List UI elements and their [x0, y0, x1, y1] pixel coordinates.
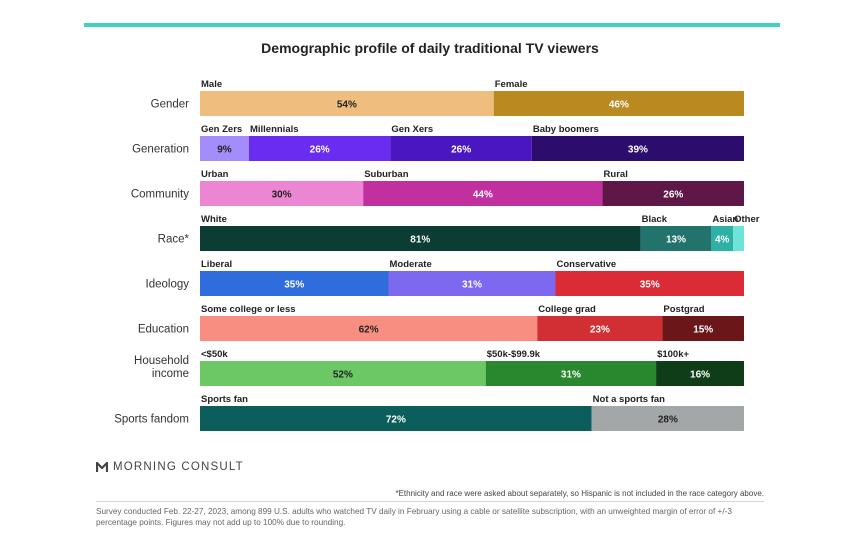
race-footnote: *Ethnicity and race were asked about sep…: [395, 489, 764, 498]
segment-label: Asian: [712, 214, 738, 225]
data-label: 62%: [359, 325, 379, 336]
segment-label: Baby boomers: [533, 124, 599, 135]
data-label: 28%: [658, 415, 678, 426]
source-note: Survey conducted Feb. 22-27, 2023, among…: [96, 507, 732, 527]
category-label: Race*: [158, 234, 190, 246]
segment-label: Gen Zers: [201, 124, 242, 135]
bar-segment-education-some-college-or-less: [200, 316, 538, 341]
data-label: 81%: [410, 235, 430, 246]
bar-segment-race-black: [640, 226, 712, 251]
brand-name: MORNING CONSULT: [113, 461, 244, 473]
data-label: 15%: [693, 325, 713, 336]
bar-segment-household-income-100k: [656, 361, 744, 386]
category-label: Community: [131, 189, 189, 201]
segment-label: Female: [495, 79, 528, 90]
category-label: Education: [138, 324, 189, 336]
bar-segment-community-rural: [602, 181, 744, 206]
data-label: 31%: [462, 280, 482, 291]
segment-label: Black: [642, 214, 668, 225]
data-label: 26%: [310, 145, 330, 156]
data-label: 13%: [666, 235, 686, 246]
divider: [96, 501, 764, 502]
segment-label: Male: [201, 79, 222, 90]
category-label: Household income: [134, 355, 189, 380]
bar-segment-sports-fandom-not-a-sports-fan: [591, 406, 744, 431]
segment-label: Sports fan: [201, 394, 248, 405]
segment-label: Millennials: [250, 124, 299, 135]
top-accent-bar: [84, 23, 780, 27]
bar-segment-education-college-grad: [537, 316, 663, 341]
segment-label: Rural: [604, 169, 628, 180]
morning-consult-logo-icon: [96, 461, 108, 472]
bar-segment-ideology-moderate: [388, 271, 556, 296]
segment-label: College grad: [538, 304, 596, 315]
data-label: 35%: [640, 280, 660, 291]
chart-title: Demographic profile of daily traditional…: [261, 40, 599, 56]
data-label: 46%: [609, 100, 629, 111]
segment-label: Conservative: [556, 259, 616, 270]
bar-segment-community-urban: [200, 181, 364, 206]
data-label: 26%: [451, 145, 471, 156]
bar-segment-household-income-50k-99-9k: [485, 361, 657, 386]
bar-segment-generation-baby-boomers: [531, 136, 744, 161]
segment-label: Suburban: [364, 169, 409, 180]
segment-label: White: [201, 214, 227, 225]
data-label: 72%: [386, 415, 406, 426]
bar-segment-community-suburban: [363, 181, 603, 206]
bar-segment-race-asian: [711, 226, 734, 251]
data-label: 35%: [284, 280, 304, 291]
segment-label: $100k+: [657, 349, 689, 360]
category-label-line: income: [152, 368, 189, 380]
segment-label: Urban: [201, 169, 229, 180]
data-label: 39%: [628, 145, 648, 156]
bar-segment-generation-millennials: [248, 136, 391, 161]
segment-label: Postgrad: [663, 304, 704, 315]
data-label: 26%: [663, 190, 683, 201]
data-label: 54%: [337, 100, 357, 111]
segment-label: Gen Xers: [391, 124, 433, 135]
segment-label: Liberal: [201, 259, 232, 270]
category-label: Sports fandom: [114, 414, 189, 426]
segment-label: Some college or less: [201, 304, 296, 315]
data-label: 9%: [217, 145, 232, 156]
bar-segment-education-postgrad: [662, 316, 744, 341]
bar-segment-sports-fandom-sports-fan: [200, 406, 592, 431]
category-label: Ideology: [146, 279, 190, 291]
segment-label: $50k-$99.9k: [487, 349, 541, 360]
data-label: 16%: [690, 370, 710, 381]
bar-segment-household-income-50k: [200, 361, 486, 386]
segment-label: Other: [734, 214, 760, 225]
segment-label: Not a sports fan: [593, 394, 666, 405]
bar-segment-gender-female: [493, 91, 744, 116]
bar-segment-ideology-conservative: [555, 271, 744, 296]
segment-label: Moderate: [390, 259, 432, 270]
bar-segment-gender-male: [200, 91, 494, 116]
data-label: 23%: [590, 325, 610, 336]
segment-label: <$50k: [201, 349, 228, 360]
category-label-line: Household: [134, 355, 189, 367]
category-label: Generation: [132, 144, 189, 156]
data-label: 31%: [561, 370, 581, 381]
data-label: 44%: [473, 190, 493, 201]
bar-segment-race-white: [200, 226, 641, 251]
category-label: Gender: [151, 99, 190, 111]
data-label: 30%: [272, 190, 292, 201]
bar-segment-generation-gen-zers: [200, 136, 249, 161]
bar-segment-generation-gen-xers: [390, 136, 532, 161]
bar-segment-ideology-liberal: [200, 271, 389, 296]
data-label: 52%: [333, 370, 353, 381]
morning-consult-logo: MORNING CONSULT: [96, 461, 244, 473]
bar-segment-race-other: [733, 226, 744, 251]
data-label: 4%: [715, 235, 730, 246]
